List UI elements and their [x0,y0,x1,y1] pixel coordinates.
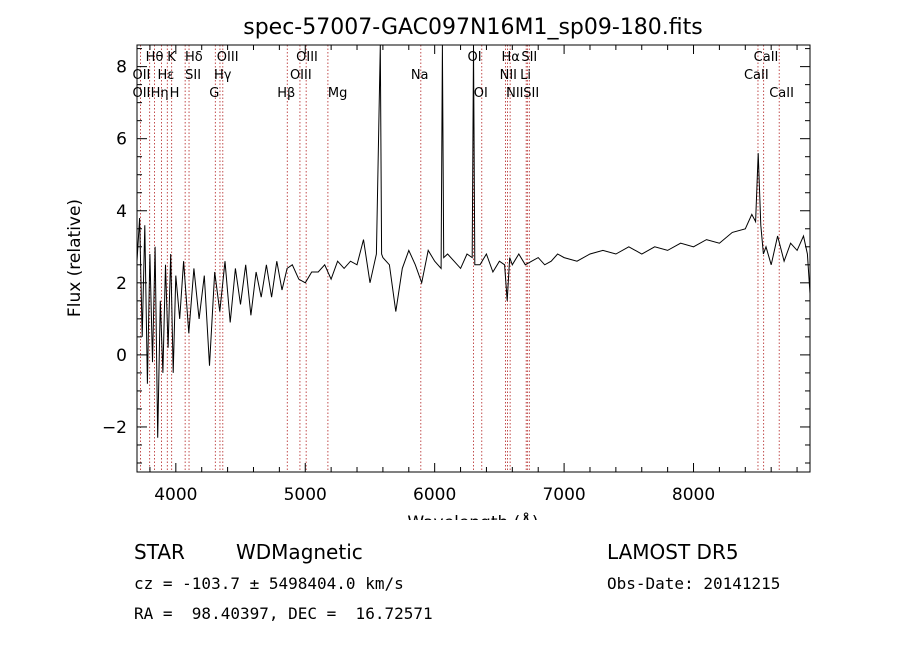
coordinates-text: RA = 98.40397, DEC = 16.72571 [134,604,433,623]
marker-label-2: Hη [151,86,169,101]
marker-label-12: Hβ [277,86,295,101]
x-tick-label: 6000 [413,485,456,505]
y-tick-label: 0 [116,346,127,366]
spectrum-chart: spec-57007-GAC097N16M1_sp09-180.fits OII… [65,15,811,520]
survey-name: LAMOST DR5 [607,540,739,564]
marker-label-1: Hθ [146,50,164,65]
marker-label-18: OI [474,86,488,101]
y-tick-label: 8 [116,58,127,78]
marker-label-11: OIII [217,50,239,65]
x-tick-label: 4000 [154,485,197,505]
marker-label-20: Hα [502,50,520,65]
y-tick-label: −2 [102,418,127,438]
marker-label-10: Hγ [214,68,232,83]
object-class: STAR [134,540,185,564]
marker-label-16: Na [411,68,429,83]
marker-label-21: NII [506,86,523,101]
x-tick-label: 8000 [672,485,715,505]
marker-label-5: K [167,50,176,65]
marker-label-23: Li [520,68,531,83]
emission-line-markers [140,45,780,472]
marker-label-26: CaII [754,50,779,65]
x-tick-label: 7000 [542,485,585,505]
marker-label-19: NII [500,68,517,83]
marker-label-3: OII [132,68,150,83]
marker-label-25: CaII [744,68,769,83]
marker-label-24: SII [523,86,539,101]
x-axis: 4000 5000 6000 7000 8000 [149,45,798,505]
redshift-text: cz = -103.7 ± 5498404.0 km/s [134,574,404,593]
y-tick-label: 6 [116,130,127,150]
marker-label-6: H [170,86,180,101]
spectrum-line [136,44,811,438]
marker-label-9: G [209,86,219,101]
x-axis-label: Wavelength (Å) [407,511,538,520]
y-tick-label: 2 [116,274,127,294]
plot-frame [136,44,811,473]
chart-title: spec-57007-GAC097N16M1_sp09-180.fits [243,15,703,40]
y-axis-label: Flux (relative) [65,199,85,317]
marker-label-0: OII [132,86,150,101]
y-axis: −2 0 2 4 6 8 [102,48,810,464]
marker-label-4: Hε [157,68,174,83]
marker-label-15: Mg [328,86,347,101]
marker-label-13: OIII [290,68,312,83]
marker-label-27: CaII [769,86,794,101]
marker-label-17: OI [468,50,482,65]
object-subclass: WDMagnetic [236,540,363,564]
y-tick-label: 4 [116,202,127,222]
marker-label-14: OIII [296,50,318,65]
marker-label-22: SII [521,50,537,65]
marker-label-7: Hδ [185,50,203,65]
x-tick-label: 5000 [284,485,327,505]
obs-date: Obs-Date: 20141215 [607,574,781,593]
marker-label-8: SII [185,68,201,83]
